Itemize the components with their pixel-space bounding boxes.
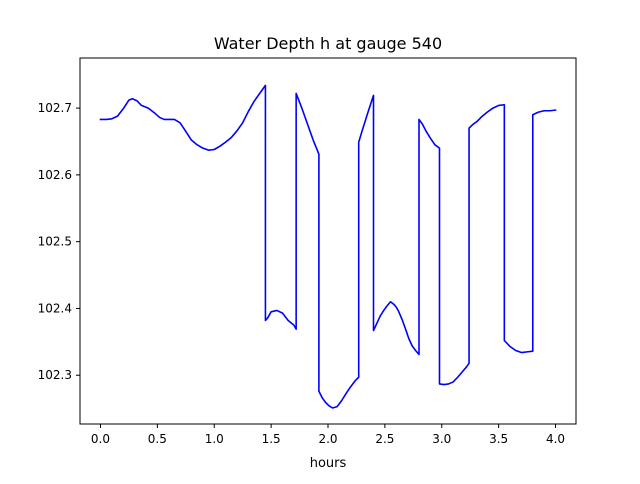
x-tick-label: 3.5 — [489, 432, 508, 446]
chart-title: Water Depth h at gauge 540 — [214, 34, 442, 53]
x-axis-label: hours — [310, 456, 347, 471]
y-tick-label: 102.6 — [38, 168, 72, 182]
series-line — [99, 84, 557, 409]
y-tick-label: 102.7 — [38, 101, 72, 115]
y-tick-label: 102.3 — [38, 368, 72, 382]
x-tick-label: 1.5 — [262, 432, 281, 446]
x-tick-label: 4.0 — [546, 432, 565, 446]
x-tick-label: 2.5 — [375, 432, 394, 446]
y-tick-label: 102.5 — [38, 235, 72, 249]
x-tick-label: 3.0 — [432, 432, 451, 446]
x-tick-label: 0.5 — [148, 432, 167, 446]
x-tick-label: 1.0 — [205, 432, 224, 446]
y-tick-label: 102.4 — [38, 301, 72, 315]
x-tick-label: 2.0 — [318, 432, 337, 446]
plot-area: 0.0 0.5 1.0 1.5 2.0 2.5 3.0 3.5 4.0 102.3 102.4 102… — [38, 57, 577, 446]
x-tick-label: 0.0 — [91, 432, 110, 446]
